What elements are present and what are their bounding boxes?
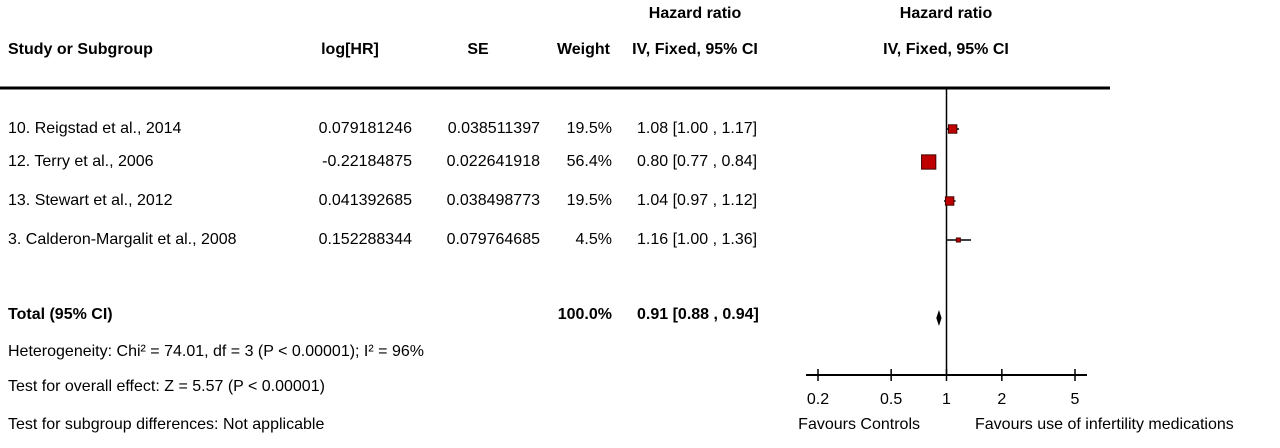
- header-se: SE: [467, 41, 489, 58]
- study-name: 3. Calderon-Margalit et al., 2008: [8, 231, 237, 248]
- header-hr-method: IV, Fixed, 95% CI: [632, 41, 758, 58]
- se: 0.038498773: [447, 192, 541, 209]
- x-tick-label: 2: [997, 391, 1006, 408]
- subgroup-differences: Test for subgroup differences: Not appli…: [8, 416, 324, 433]
- x-tick-label: 0.5: [880, 391, 902, 408]
- se: 0.079764685: [447, 231, 541, 248]
- weight: 56.4%: [567, 153, 612, 170]
- study-name: 10. Reigstad et al., 2014: [8, 120, 182, 137]
- weight: 19.5%: [567, 192, 612, 209]
- header-log-hr: log[HR]: [321, 41, 379, 58]
- ci-text: 1.16 [1.00 , 1.36]: [637, 231, 757, 248]
- ci-text: 1.08 [1.00 , 1.17]: [637, 120, 757, 137]
- weight: 4.5%: [576, 231, 612, 248]
- header-plot-title: Hazard ratio: [900, 5, 993, 22]
- ci-text: 1.04 [0.97 , 1.12]: [637, 192, 757, 209]
- header-weight: Weight: [557, 41, 611, 58]
- ci-text: 0.80 [0.77 , 0.84]: [637, 153, 757, 170]
- x-tick-label: 1: [942, 391, 951, 408]
- effect-square: [921, 154, 937, 170]
- x-tick-label: 5: [1071, 391, 1080, 408]
- total-label: Total (95% CI): [8, 306, 113, 323]
- total-weight: 100.0%: [558, 306, 612, 323]
- study-name: 12. Terry et al., 2006: [8, 153, 154, 170]
- total-diamond: [936, 310, 942, 326]
- log-hr: 0.152288344: [319, 231, 413, 248]
- favours-left: Favours Controls: [798, 416, 920, 433]
- total-ci: 0.91 [0.88 , 0.94]: [637, 306, 759, 323]
- effect-square: [955, 237, 961, 243]
- header-study: Study or Subgroup: [8, 41, 153, 58]
- study-name: 13. Stewart et al., 2012: [8, 192, 173, 209]
- effect-square: [944, 196, 955, 206]
- heterogeneity: Heterogeneity: Chi² = 74.01, df = 3 (P <…: [8, 343, 424, 360]
- se: 0.022641918: [447, 153, 541, 170]
- se: 0.038511397: [448, 120, 540, 137]
- favours-right: Favours use of infertility medications: [975, 416, 1234, 433]
- x-tick-label: 0.2: [807, 391, 829, 408]
- overall-effect: Test for overall effect: Z = 5.57 (P < 0…: [8, 378, 325, 395]
- weight: 19.5%: [567, 120, 612, 137]
- effect-square: [947, 124, 958, 134]
- header-hr-title: Hazard ratio: [649, 5, 742, 22]
- log-hr: 0.041392685: [319, 192, 413, 209]
- log-hr: 0.079181246: [319, 120, 413, 137]
- header-plot-method: IV, Fixed, 95% CI: [883, 41, 1009, 58]
- log-hr: -0.22184875: [322, 153, 412, 170]
